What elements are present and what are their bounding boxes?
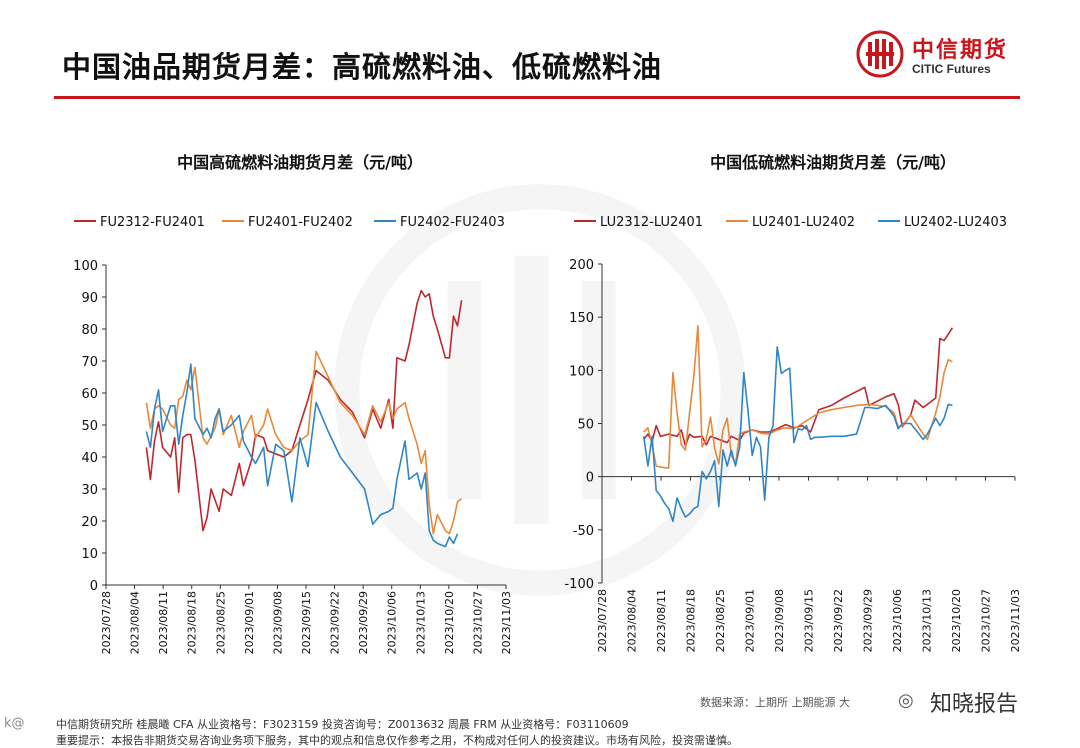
chart-high-sulfur-fuel-oil: 中国高硫燃料油期货月差（元/吨） FU2312-FU2401 FU2401-FU24…	[73, 153, 513, 654]
logo-chinese-text: 中信期货	[912, 38, 1009, 63]
y-tick-label: 60	[81, 387, 98, 402]
x-tick-label: 2023/11/03	[1009, 589, 1022, 652]
y-tick-label: -50	[573, 524, 594, 539]
legend-label: FU2401-FU2402	[248, 215, 353, 230]
series-line-2	[643, 324, 953, 469]
y-tick-label: 50	[577, 418, 594, 433]
y-tick-label: 70	[81, 355, 98, 370]
series-line-2	[145, 350, 463, 535]
brand-watermark: 知晓报告	[930, 692, 1019, 717]
x-tick-label: 2023/09/29	[357, 591, 370, 654]
x-tick-label: 2023/07/28	[100, 591, 113, 654]
y-tick-label: 30	[81, 483, 98, 498]
x-tick-label: 2023/08/25	[214, 591, 227, 654]
x-tick-label: 2023/10/13	[921, 589, 934, 652]
x-tick-label: 2023/10/27	[471, 591, 484, 654]
x-tick-label: 2023/09/08	[773, 589, 786, 652]
x-tick-label: 2023/10/06	[386, 591, 399, 654]
legend-label: LU2401-LU2402	[752, 215, 855, 230]
chart-low-sulfur-fuel-oil: 中国低硫燃料油期货月差（元/吨） LU2312-LU2401 LU2401-LU24…	[564, 153, 1022, 652]
x-tick-label: 2023/09/01	[744, 589, 757, 652]
x-tick-label: 2023/10/13	[414, 591, 427, 654]
x-tick-label: 2023/08/18	[685, 589, 698, 652]
x-tick-label: 2023/10/20	[950, 589, 963, 652]
y-tick-label: 10	[81, 547, 98, 562]
legend-label: LU2402-LU2403	[904, 215, 1007, 230]
x-tick-label: 2023/07/28	[596, 589, 609, 652]
x-tick-label: 2023/09/29	[862, 589, 875, 652]
x-tick-label: 2023/08/18	[186, 591, 199, 654]
series-line-3	[642, 346, 953, 523]
x-tick-label: 2023/08/04	[626, 589, 639, 652]
corner-watermark: k@	[4, 716, 25, 731]
chart-title: 中国高硫燃料油期货月差（元/吨）	[177, 153, 423, 172]
x-tick-label: 2023/09/22	[832, 589, 845, 652]
legend-label: FU2312-FU2401	[100, 215, 205, 230]
x-tick-label: 2023/08/11	[157, 591, 170, 654]
y-tick-label: 90	[81, 291, 98, 306]
brand-mark-icon: ◎	[898, 690, 914, 711]
legend-label: FU2402-FU2403	[400, 215, 505, 230]
analyst-info: 中信期货研究所 桂晨曦 CFA 从业资格号：F3023159 投资咨询号：Z00…	[56, 718, 629, 731]
title-divider	[54, 96, 1020, 99]
x-tick-label: 2023/08/04	[129, 591, 142, 654]
series-line-3	[145, 363, 459, 548]
y-tick-label: 0	[90, 579, 98, 594]
y-tick-label: 20	[81, 515, 98, 530]
y-tick-label: 200	[569, 258, 594, 273]
citic-logo-icon	[856, 30, 904, 78]
logo-english-text: CITIC Futures	[912, 62, 991, 76]
y-tick-label: 0	[586, 471, 594, 486]
x-tick-label: 2023/09/15	[300, 591, 313, 654]
y-tick-label: 100	[569, 364, 594, 379]
x-tick-label: 2023/09/15	[803, 589, 816, 652]
y-tick-label: 50	[81, 419, 98, 434]
y-tick-label: 150	[569, 311, 594, 326]
page-title: 中国油品期货月差：高硫燃料油、低硫燃料油	[62, 50, 663, 84]
series-line-1	[145, 289, 463, 532]
x-tick-label: 2023/10/06	[891, 589, 904, 652]
y-tick-label: -100	[564, 577, 594, 592]
disclaimer: 重要提示：本报告非期货交易咨询业务项下服务，其中的观点和信息仅作参考之用，不构成…	[56, 734, 738, 747]
legend-label: LU2312-LU2401	[600, 215, 703, 230]
x-tick-label: 2023/09/22	[329, 591, 342, 654]
y-tick-label: 40	[81, 451, 98, 466]
chart-title: 中国低硫燃料油期货月差（元/吨）	[710, 153, 956, 172]
x-tick-label: 2023/10/27	[980, 589, 993, 652]
y-tick-label: 100	[73, 259, 98, 274]
x-tick-label: 2023/09/08	[271, 591, 284, 654]
x-tick-label: 2023/10/20	[443, 591, 456, 654]
x-tick-label: 2023/09/01	[243, 591, 256, 654]
citic-futures-logo: 中信期货 CITIC Futures	[856, 30, 1026, 90]
x-tick-label: 2023/11/03	[500, 591, 513, 654]
data-source-note: 数据来源：上期所 上期能源 大	[700, 696, 850, 709]
y-tick-label: 80	[81, 323, 98, 338]
x-tick-label: 2023/08/25	[714, 589, 727, 652]
x-tick-label: 2023/08/11	[655, 589, 668, 652]
